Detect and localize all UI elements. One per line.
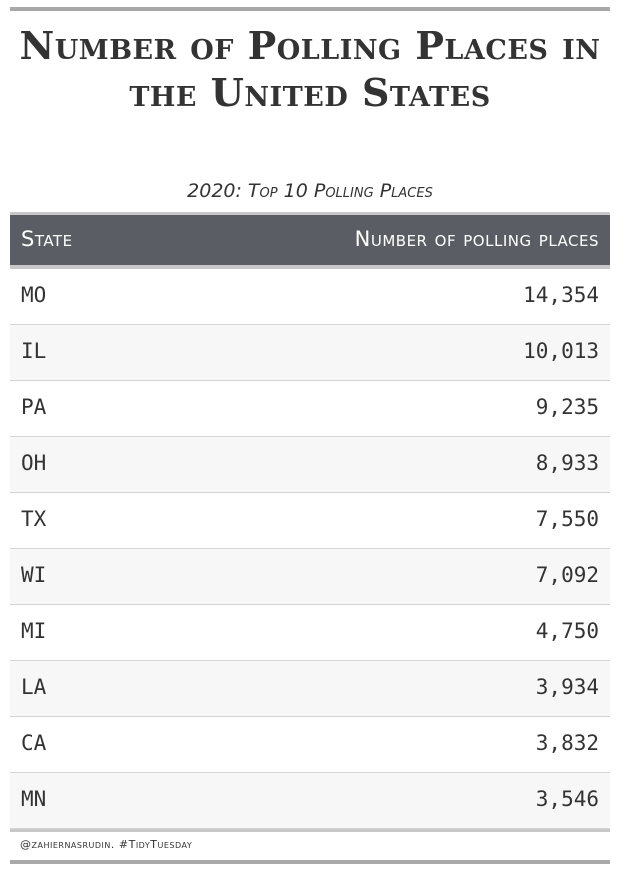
state-cell: MO [21,283,46,307]
table-row: PA 9,235 [10,381,610,437]
state-cell: MN [21,787,46,811]
table-row: LA 3,934 [10,661,610,717]
state-cell: PA [21,395,46,419]
polling-places-cell: 8,933 [536,451,599,475]
table-row: WI 7,092 [10,549,610,605]
table-row: MO 14,354 [10,269,610,325]
table-row: MN 3,546 [10,773,610,829]
polling-places-cell: 10,013 [523,339,599,363]
state-cell: OH [21,451,46,475]
state-cell: CA [21,731,46,755]
polling-places-cell: 4,750 [536,619,599,643]
state-cell: MI [21,619,46,643]
table-subtitle: 2020: Top 10 Polling Places [10,178,610,204]
polling-places-cell: 3,546 [536,787,599,811]
polling-places-cell: 3,934 [536,675,599,699]
table-row: TX 7,550 [10,493,610,549]
table-row: IL 10,013 [10,325,610,381]
bottom-rule [10,860,610,864]
polling-places-cell: 14,354 [523,283,599,307]
polling-places-cell: 3,832 [536,731,599,755]
state-cell: TX [21,507,46,531]
table-body: MO 14,354 IL 10,013 PA 9,235 OH 8,933 TX… [10,269,610,829]
polling-places-cell: 7,550 [536,507,599,531]
table-row: CA 3,832 [10,717,610,773]
state-cell: WI [21,563,46,587]
table-header: State Number of polling places [10,215,610,265]
state-cell: LA [21,675,46,699]
table-row: MI 4,750 [10,605,610,661]
state-cell: IL [21,339,46,363]
table-title: Number of Polling Places in the United S… [10,22,610,116]
table-bottom-rule [10,829,610,832]
column-header-polling-places: Number of polling places [355,227,599,251]
polling-places-cell: 9,235 [536,395,599,419]
source-caption: @zahiernasrudin. #TidyTuesday [20,838,192,851]
table-row: OH 8,933 [10,437,610,493]
column-header-state: State [21,227,73,251]
top-rule [10,7,610,11]
polling-places-cell: 7,092 [536,563,599,587]
